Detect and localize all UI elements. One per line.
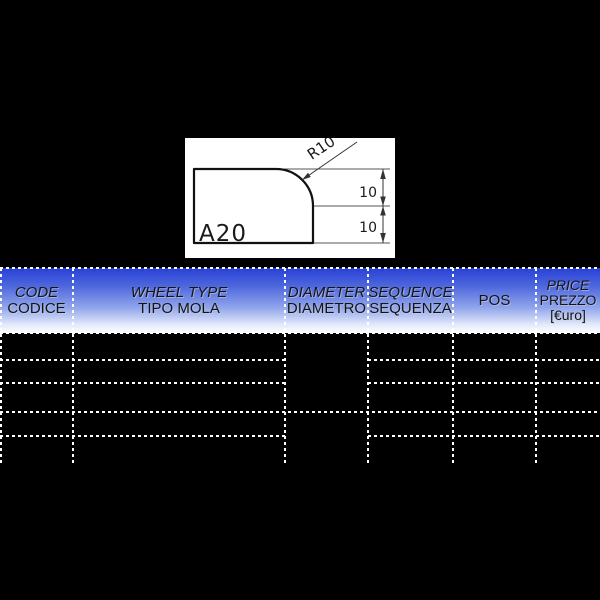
grid-line-v	[284, 268, 286, 463]
header-cell-wheel-type: WHEEL TYPE TIPO MOLA	[73, 268, 285, 333]
price-table: CODE CODICE WHEEL TYPE TIPO MOLA DIAMETE…	[0, 267, 600, 463]
header-label-it: PREZZO	[539, 292, 597, 308]
grid-line-h	[0, 411, 600, 413]
dimension-upper-label: 10	[359, 185, 377, 201]
table-header: CODE CODICE WHEEL TYPE TIPO MOLA DIAMETE…	[0, 268, 600, 333]
table-body	[0, 333, 600, 463]
grid-line-v	[367, 268, 369, 463]
grid-line-h	[368, 435, 600, 437]
header-label-it: CODICE	[7, 299, 66, 317]
header-label-en: DIAMETER	[287, 283, 366, 301]
header-label-en: PRICE	[546, 277, 590, 293]
header-label-en: WHEEL TYPE	[130, 283, 228, 301]
arrowhead-down-icon	[380, 233, 386, 243]
grid-line-h	[0, 435, 285, 437]
header-label-unit: [€uro]	[550, 307, 586, 323]
header-label-en: POS	[478, 291, 511, 309]
header-label-en: CODE	[14, 283, 59, 301]
profile-outline	[192, 167, 315, 245]
header-cell-diameter: DIAMETER DIAMETRO	[285, 268, 368, 333]
arrowhead-up-icon	[380, 169, 386, 179]
leader-line	[301, 141, 358, 181]
header-label-it: DIAMETRO	[286, 299, 367, 317]
arrowhead-leader-icon	[302, 172, 311, 180]
wheel-profile-svg: R10 10 10 A20	[192, 132, 390, 247]
arrowhead-up-icon	[380, 206, 386, 216]
header-label-it: SEQUENZA	[369, 299, 452, 317]
profile-name-label: A20	[199, 221, 247, 247]
grid-line-v	[452, 268, 454, 463]
grid-line-h	[368, 359, 600, 361]
header-cell-sequence: SEQUENCE SEQUENZA	[368, 268, 453, 333]
grid-line-h	[368, 382, 600, 384]
dimension-lower-label: 10	[359, 220, 377, 236]
grid-line-v	[0, 268, 2, 463]
grid-line-h	[0, 382, 285, 384]
grid-line-h	[0, 267, 600, 269]
wheel-profile-diagram: R10 10 10 A20	[185, 132, 395, 258]
header-cell-code: CODE CODICE	[0, 268, 73, 333]
header-cell-pos: POS	[453, 268, 536, 333]
arrowhead-down-icon	[380, 196, 386, 206]
header-label-en: SEQUENCE	[368, 283, 453, 301]
radius-label: R10	[304, 138, 339, 164]
header-cell-price: PRICE PREZZO [€uro]	[536, 268, 600, 333]
grid-line-h	[0, 359, 285, 361]
header-label-it: TIPO MOLA	[138, 299, 220, 317]
grid-line-h	[0, 332, 600, 334]
grid-line-v	[535, 268, 537, 463]
grid-line-v	[72, 268, 74, 463]
